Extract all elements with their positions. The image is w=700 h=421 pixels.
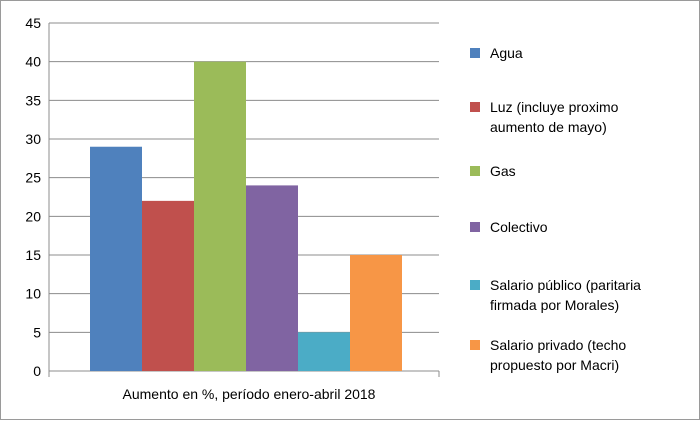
bar-salario-privado-techo-propuesto-por-macri — [350, 255, 402, 371]
y-tick-label: 15 — [25, 247, 41, 263]
legend-label: Salario público (paritaria — [490, 277, 641, 293]
legend-swatch — [470, 102, 480, 112]
bar-agua — [90, 146, 142, 371]
y-tick-label: 20 — [25, 208, 41, 224]
legend-swatch — [470, 280, 480, 290]
bar-colectivo — [246, 185, 298, 371]
legend-label: propuesto por Macri) — [490, 357, 619, 373]
x-category-label: Aumento en %, período enero-abril 2018 — [123, 386, 376, 402]
y-tick-label: 45 — [25, 15, 41, 31]
legend-swatch — [470, 222, 480, 232]
bar-gas — [194, 61, 246, 372]
legend-label: aumento de mayo) — [490, 119, 607, 135]
legend-label: Agua — [490, 45, 523, 61]
legend-label: Luz (incluye proximo — [490, 99, 619, 115]
legend-label: Gas — [490, 163, 516, 179]
legend-swatch — [470, 166, 480, 176]
legend-swatch — [470, 340, 480, 350]
y-tick-label: 5 — [33, 324, 41, 340]
bar-salario-publico-paritaria-firmada-por-morales — [298, 332, 350, 371]
bar-luz-incluye-proximo-aumento-de-mayo — [142, 200, 194, 371]
y-tick-label: 25 — [25, 170, 41, 186]
legend-label: Colectivo — [490, 219, 548, 235]
y-tick-label: 10 — [25, 286, 41, 302]
legend-label: Salario privado (techo — [490, 337, 626, 353]
legend-label: firmada por Morales) — [490, 297, 619, 313]
y-tick-label: 30 — [25, 131, 41, 147]
y-tick-label: 40 — [25, 54, 41, 70]
y-tick-label: 35 — [25, 92, 41, 108]
legend-swatch — [470, 48, 480, 58]
y-tick-label: 0 — [33, 363, 41, 379]
